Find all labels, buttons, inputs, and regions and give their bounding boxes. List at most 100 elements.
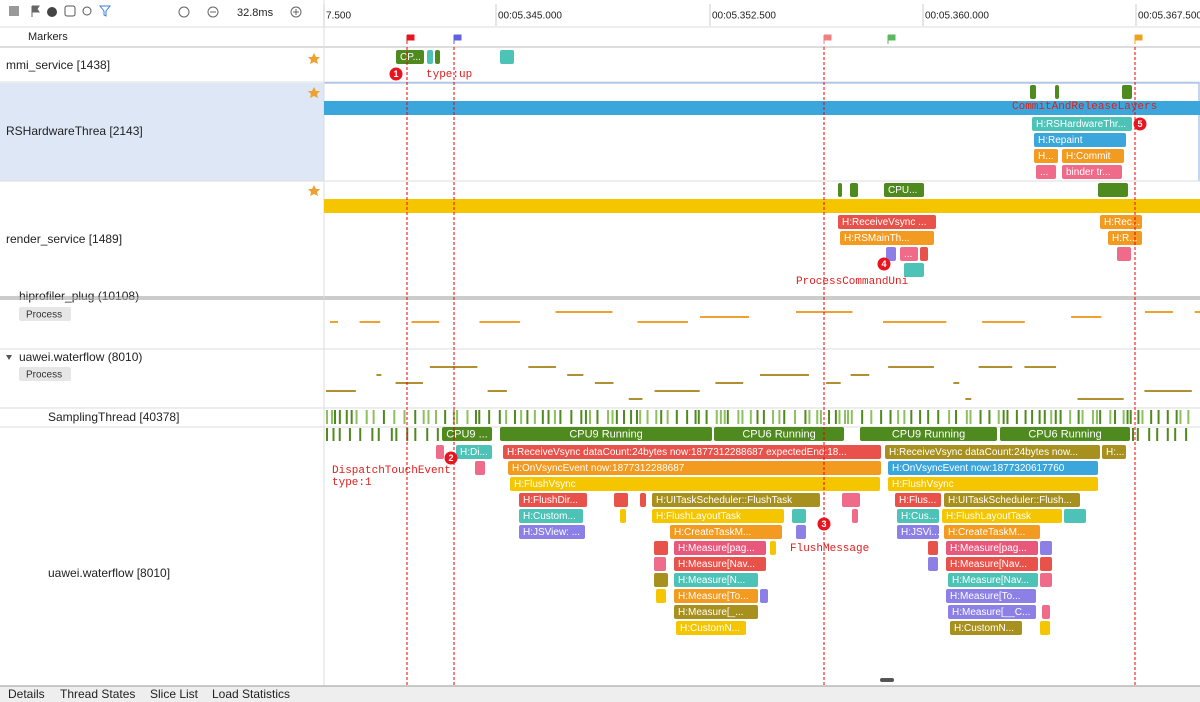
icon-flag[interactable] xyxy=(31,5,40,17)
slice[interactable]: H:FlushDir... xyxy=(519,493,587,507)
slice[interactable]: H:ReceiveVsync dataCount:24bytes now:187… xyxy=(503,445,881,459)
expand-arrow[interactable] xyxy=(6,355,12,360)
note-number: 1 xyxy=(393,69,398,79)
sample-tick xyxy=(1109,410,1112,424)
slice[interactable]: H:FlushVsync xyxy=(510,477,880,491)
slice[interactable]: H:RSMainTh... xyxy=(840,231,934,245)
sample-tick xyxy=(559,410,562,424)
marker-flag[interactable] xyxy=(823,34,832,44)
slice[interactable]: H:Repaint xyxy=(1034,133,1126,147)
icon-reset[interactable] xyxy=(178,6,190,18)
slice[interactable]: H:Cus... xyxy=(897,509,939,523)
slice[interactable]: H:... xyxy=(1102,445,1126,459)
sample-tick xyxy=(533,410,536,424)
slice[interactable]: H:Di... xyxy=(456,445,492,459)
scroll-handle[interactable] xyxy=(880,678,894,682)
lane-segment xyxy=(953,382,960,384)
slice[interactable]: H:ReceiveVsync dataCount:24bytes now... xyxy=(885,445,1100,459)
icon-zoom-in[interactable] xyxy=(290,6,302,18)
star[interactable] xyxy=(308,53,320,64)
slice[interactable]: H:Measure[__C... xyxy=(948,605,1036,619)
thread-state[interactable]: CPU6 Running xyxy=(714,427,844,441)
slice[interactable]: H:FlushVsync xyxy=(888,477,1098,491)
slice[interactable]: H:FlushLayoutTask xyxy=(652,509,784,523)
slice-body xyxy=(1108,231,1142,245)
slice[interactable]: H:ReceiveVsync ... xyxy=(838,215,936,229)
slice[interactable]: H:CustomN... xyxy=(950,621,1022,635)
slice[interactable]: H:CreateTaskM... xyxy=(670,525,782,539)
ruler-label: 7.500 xyxy=(326,11,351,22)
slice[interactable]: H:Measure[To... xyxy=(946,589,1036,603)
slice[interactable]: H:Measure[pag... xyxy=(946,541,1038,555)
icon-stop[interactable] xyxy=(9,6,19,16)
slice[interactable]: H... xyxy=(1034,149,1058,163)
sample-tick xyxy=(675,410,678,424)
slice[interactable]: ... xyxy=(1036,165,1056,179)
thread-state[interactable]: CPU9 Running xyxy=(860,427,997,441)
slice[interactable]: H:Custom... xyxy=(519,509,583,523)
slice[interactable]: H:Measure[To... xyxy=(674,589,758,603)
slice xyxy=(792,509,806,523)
slice[interactable]: H:Measure[_... xyxy=(674,605,758,619)
slice[interactable]: H:Measure[Nav... xyxy=(948,573,1038,587)
marker-flag[interactable] xyxy=(887,34,896,44)
slice[interactable]: ... xyxy=(900,247,918,261)
slice[interactable]: H:CreateTaskM... xyxy=(944,525,1040,539)
slice[interactable]: H:FlushLayoutTask xyxy=(942,509,1062,523)
slice[interactable]: H:Flus... xyxy=(895,493,941,507)
sample-tick xyxy=(697,410,700,424)
tab[interactable]: Load Statistics xyxy=(212,687,290,701)
star[interactable] xyxy=(308,185,320,196)
marker-flag[interactable] xyxy=(406,34,415,44)
sample-tick xyxy=(623,410,626,424)
tab[interactable]: Thread States xyxy=(60,687,135,701)
slice[interactable]: H:JSVi... xyxy=(897,525,940,539)
lane-segment xyxy=(528,366,557,368)
icon-search[interactable] xyxy=(82,6,92,16)
slice[interactable]: H:JSView: ... xyxy=(519,525,585,539)
icon-zoom-out[interactable] xyxy=(207,6,219,18)
icon-select[interactable] xyxy=(64,5,76,17)
icon-clear[interactable] xyxy=(47,7,57,17)
tab[interactable]: Details xyxy=(8,687,45,701)
process-tag: Process xyxy=(26,310,62,321)
marker-flag[interactable] xyxy=(453,34,462,44)
cpu-tick xyxy=(426,428,429,441)
slice[interactable]: H:OnVsyncEvent now:1877320617760 xyxy=(888,461,1098,475)
slice-body xyxy=(838,215,936,229)
slice-bar xyxy=(324,101,1200,115)
slice[interactable]: H:Measure[Nav... xyxy=(946,557,1038,571)
slice[interactable]: H:Rec... xyxy=(1100,215,1142,229)
slice xyxy=(654,573,668,587)
sample-tick xyxy=(414,410,417,424)
slice[interactable]: H:Measure[N... xyxy=(674,573,758,587)
slice[interactable]: CP... xyxy=(396,50,424,64)
process-name: uawei.waterflow (8010) xyxy=(19,350,142,364)
sample-tick xyxy=(1031,410,1034,424)
slice xyxy=(436,445,444,459)
slice[interactable]: H:RSHardwareThr... xyxy=(1032,117,1132,131)
icon-filter[interactable] xyxy=(98,5,112,17)
slice[interactable]: H:Measure[pag... xyxy=(674,541,766,555)
slice[interactable]: H:Commit xyxy=(1062,149,1124,163)
thread-name: uawei.waterflow [8010] xyxy=(48,566,170,580)
thread-state[interactable]: CPU9 ... xyxy=(442,427,492,441)
slice xyxy=(500,50,514,64)
slice[interactable]: binder tr... xyxy=(1062,165,1122,179)
slice[interactable]: H:CustomN... xyxy=(676,621,746,635)
slice[interactable]: H:UITaskScheduler::FlushTask xyxy=(652,493,820,507)
star[interactable] xyxy=(308,87,320,98)
thread-state[interactable]: CPU6 Running xyxy=(1000,427,1130,441)
slice[interactable]: H:Measure[Nav... xyxy=(674,557,766,571)
lane-segment xyxy=(1144,311,1173,313)
tab[interactable]: Slice List xyxy=(150,687,199,701)
slice[interactable]: H:R... xyxy=(1108,231,1142,245)
sample-tick xyxy=(646,410,649,424)
slice[interactable]: H:OnVsyncEvent now:1877312288687 xyxy=(508,461,881,475)
marker-flag[interactable] xyxy=(1134,34,1143,44)
slice[interactable]: CPU... xyxy=(884,183,924,197)
thread-state[interactable]: CPU9 Running xyxy=(500,427,712,441)
slice-label: H:Measure[_... xyxy=(678,607,744,618)
sample-tick xyxy=(965,410,968,424)
slice[interactable]: H:UITaskScheduler::Flush... xyxy=(944,493,1080,507)
